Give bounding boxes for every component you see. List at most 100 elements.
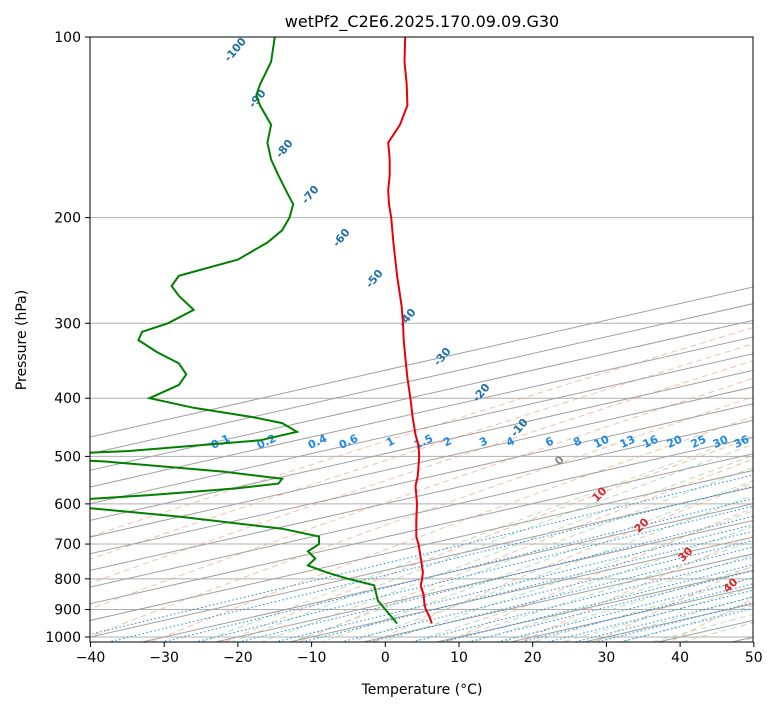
x-axis-label: Temperature (°C) xyxy=(361,682,483,698)
x-tick-label: −30 xyxy=(149,650,179,666)
dry-adiabat-label: -30 xyxy=(431,345,454,369)
dry-adiabat-line xyxy=(90,343,753,560)
dry-adiabat-line xyxy=(90,327,753,538)
isotherm-line xyxy=(90,436,753,588)
mixing-ratio-label: 20 xyxy=(665,433,685,451)
mixing-ratio-line xyxy=(159,498,753,642)
mixing-ratio-line xyxy=(409,556,753,642)
y-tick-label: 800 xyxy=(54,572,81,588)
mixing-ratio-label: 2 xyxy=(441,434,453,449)
moist-adiabat-line xyxy=(470,554,753,642)
x-tick-label: −40 xyxy=(76,650,106,666)
mixing-ratio-label: 25 xyxy=(689,433,708,451)
dry-adiabat-line xyxy=(297,458,753,642)
mixing-ratio-line xyxy=(90,474,753,635)
mixing-ratio-label: 1 xyxy=(384,434,396,449)
y-tick-label: 900 xyxy=(54,603,81,619)
isotherm-line xyxy=(90,453,753,605)
mixing-ratio-line xyxy=(192,505,753,642)
dry-adiabat-label: -80 xyxy=(273,137,296,161)
mixing-ratio-line xyxy=(440,564,753,642)
mixing-ratio-label: 0.6 xyxy=(337,432,360,452)
isotherm-line xyxy=(90,319,753,471)
x-tick-label: 40 xyxy=(671,650,689,666)
dry-adiabat-label: -70 xyxy=(299,183,322,207)
moist-adiabat-line xyxy=(620,605,753,642)
y-tick-label: 400 xyxy=(54,391,81,407)
isotherm-line xyxy=(90,486,753,638)
isotherm-line xyxy=(90,386,753,538)
mixing-ratio-label: 0.1 xyxy=(209,432,232,452)
moist-adiabat-line xyxy=(590,596,753,642)
dry-adiabat-line xyxy=(90,396,753,638)
isotherm-line xyxy=(90,336,753,488)
dry-adiabat-line xyxy=(90,360,753,584)
dry-adiabat-line xyxy=(520,534,753,642)
isotherm-line xyxy=(90,419,753,571)
isotherm-line xyxy=(90,286,753,438)
moist-adiabat-line xyxy=(350,494,753,642)
y-tick-label: 300 xyxy=(54,316,81,332)
y-tick-label: 600 xyxy=(54,497,81,513)
mixing-ratio-line xyxy=(299,530,753,642)
dry-adiabat-line xyxy=(90,377,753,610)
y-axis: 100 200 300 400 500 600 700 800 900 1000 xyxy=(45,30,90,646)
dry-adiabat-label: -60 xyxy=(330,226,353,250)
isotherm-line xyxy=(90,403,753,555)
moist-adiabat-label: 40 xyxy=(721,575,741,595)
temperature-profile-line xyxy=(387,37,433,624)
background-lines xyxy=(90,37,753,642)
moist-adiabat-line xyxy=(500,566,753,642)
dry-adiabat-line xyxy=(149,416,753,642)
mixing-ratio-label: 6 xyxy=(543,434,556,449)
isotherm-line xyxy=(287,536,753,642)
isotherm-line xyxy=(90,353,753,505)
mixing-ratio-line xyxy=(367,546,753,642)
dry-adiabat-label: -50 xyxy=(363,267,386,291)
x-tick-label: −20 xyxy=(223,650,253,666)
y-tick-label: 100 xyxy=(54,30,81,46)
line-labels: -100-90-80-70-60-50-40-30-20-10010203040… xyxy=(209,35,752,596)
dry-adiabat-line xyxy=(446,507,753,642)
profile-series xyxy=(90,37,433,625)
dewpoint-profile-line xyxy=(90,37,398,625)
dry-adiabat-line xyxy=(742,636,753,642)
y-tick-label: 200 xyxy=(54,211,81,227)
x-tick-label: 0 xyxy=(381,650,390,666)
isotherm-line xyxy=(90,303,753,455)
mixing-ratio-label: 0.4 xyxy=(306,432,329,452)
mixing-ratio-label: 0.2 xyxy=(255,432,278,452)
mixing-ratio-label: 16 xyxy=(641,433,661,451)
x-tick-label: 20 xyxy=(524,650,542,666)
mixing-ratio-label: 10 xyxy=(592,433,612,451)
x-axis: −40 −30 −20 −10 0 10 20 30 40 50 xyxy=(76,642,763,666)
x-tick-label: 10 xyxy=(450,650,468,666)
mixing-ratio-line xyxy=(465,570,753,642)
isotherm-line xyxy=(90,469,753,621)
mixing-ratio-label: 30 xyxy=(711,433,731,451)
x-tick-label: −10 xyxy=(297,650,327,666)
dry-adiabat-line xyxy=(371,482,753,642)
dry-adiabat-label: -40 xyxy=(396,306,419,330)
isotherm-line xyxy=(139,503,753,642)
moist-adiabat-line xyxy=(440,540,753,642)
mixing-ratio-label: 36 xyxy=(732,433,752,451)
moist-adiabat-line xyxy=(260,454,753,642)
dry-adiabat-label: -20 xyxy=(470,381,493,405)
x-tick-label: 30 xyxy=(597,650,615,666)
y-axis-label: Pressure (hPa) xyxy=(14,290,30,390)
isotherm-line xyxy=(90,369,753,521)
moist-adiabat-line xyxy=(530,576,753,642)
mixing-ratio-line xyxy=(495,577,753,642)
y-tick-label: 700 xyxy=(54,537,81,553)
dry-adiabat-label: -100 xyxy=(221,35,249,65)
moist-adiabat-line xyxy=(290,466,753,642)
chart-title: wetPf2_C2E6.2025.170.09.09.G30 xyxy=(285,12,559,32)
isotherm-line xyxy=(213,519,753,642)
mixing-ratio-label: 8 xyxy=(571,434,583,449)
y-tick-label: 1000 xyxy=(45,630,81,646)
plot-frame xyxy=(89,36,754,643)
mixing-ratio-line xyxy=(572,596,753,642)
mixing-ratio-line xyxy=(106,485,753,642)
